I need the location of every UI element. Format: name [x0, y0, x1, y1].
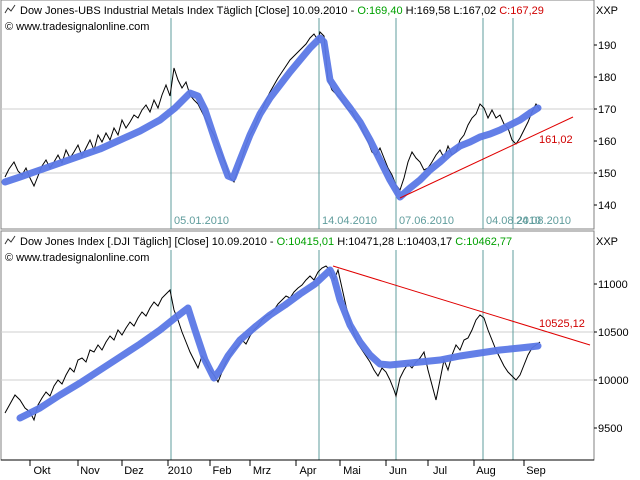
level-label: 161,02 — [539, 134, 573, 146]
y-tick-label: 10000 — [598, 375, 629, 387]
support-line — [399, 116, 574, 199]
y-tick-label: 140 — [598, 200, 616, 212]
chart-type-icon — [4, 235, 16, 245]
y-tick-label: 180 — [598, 72, 616, 84]
header-high: H:169,58 — [406, 5, 454, 17]
y-tick-label: 190 — [598, 40, 616, 52]
metals-panel: 05.01.2010 14.04.2010 07.06.2010 04.08.2010… — [0, 0, 618, 230]
y-tick-label: 9500 — [598, 423, 622, 435]
unit-label: XXP — [596, 5, 618, 17]
support-line — [332, 265, 591, 346]
x-tick-label: Sep — [526, 465, 546, 477]
level-label: 10525,12 — [539, 318, 585, 330]
x-tick-label: Aug — [476, 465, 496, 477]
date-marker-label: 24.08.2010 — [516, 215, 571, 227]
header-title: Dow Jones Index [.DJI Täglich] [Close] — [20, 236, 212, 248]
x-tick-label: Mrz — [253, 465, 271, 477]
chart-type-icon — [4, 4, 16, 14]
y-tick-label: 160 — [598, 136, 616, 148]
x-axis: Okt Nov Dez 2010 Feb Mrz Apr Mai Jun Jul Aug Sep — [1, 459, 594, 477]
header-close: C:167,29 — [499, 5, 544, 17]
unit-label: XXP — [596, 236, 618, 248]
y-tick-label: 11000 — [598, 279, 628, 291]
y-tick-label: 10500 — [598, 327, 629, 339]
watermark: © www.tradesignalonline.com — [5, 21, 149, 33]
x-tick-label: Feb — [213, 465, 232, 477]
chart-header: Dow Jones Index [.DJI Täglich] [Close] 1… — [20, 236, 512, 248]
x-tick-label: Okt — [33, 465, 50, 477]
x-tick-label: Apr — [299, 465, 316, 477]
x-tick-label: Dez — [124, 465, 144, 477]
y-tick-label: 150 — [598, 168, 616, 180]
panel-frame — [0, 230, 595, 461]
header-date: 10.09.2010 - — [212, 236, 277, 248]
trend-line — [16, 266, 542, 422]
header-open: O:169,40 — [357, 5, 405, 17]
x-tick-label: Nov — [80, 465, 100, 477]
chart-header: Dow Jones-UBS Industrial Metals Index Tä… — [20, 5, 544, 17]
header-title: Dow Jones-UBS Industrial Metals Index Tä… — [20, 5, 292, 17]
date-marker-label: 05.01.2010 — [174, 215, 229, 227]
header-high: H:10471,28 — [337, 236, 397, 248]
trend-line — [1, 34, 542, 201]
y-tick-label: 170 — [598, 104, 616, 116]
date-marker-label: 14.04.2010 — [322, 215, 377, 227]
header-low: L:167,02 — [453, 5, 499, 17]
header-open: O:10415,01 — [277, 236, 338, 248]
x-tick-label: Mai — [343, 465, 361, 477]
header-close: C:10462,77 — [455, 236, 512, 248]
header-low: L:10403,17 — [397, 236, 455, 248]
x-tick-label: 2010 — [168, 465, 192, 477]
x-tick-label: Jun — [389, 465, 407, 477]
date-marker-label: 04.08.2010 — [486, 215, 541, 227]
x-tick-label: Jul — [433, 465, 447, 477]
header-date: 10.09.2010 - — [292, 5, 357, 17]
watermark: © www.tradesignalonline.com — [5, 252, 149, 264]
panel-frame — [0, 0, 595, 230]
dow-panel: 9500 10000 10500 11000 XXP 10525,12 Dow Jones … — [0, 230, 629, 461]
date-marker-label: 07.06.2010 — [399, 215, 454, 227]
